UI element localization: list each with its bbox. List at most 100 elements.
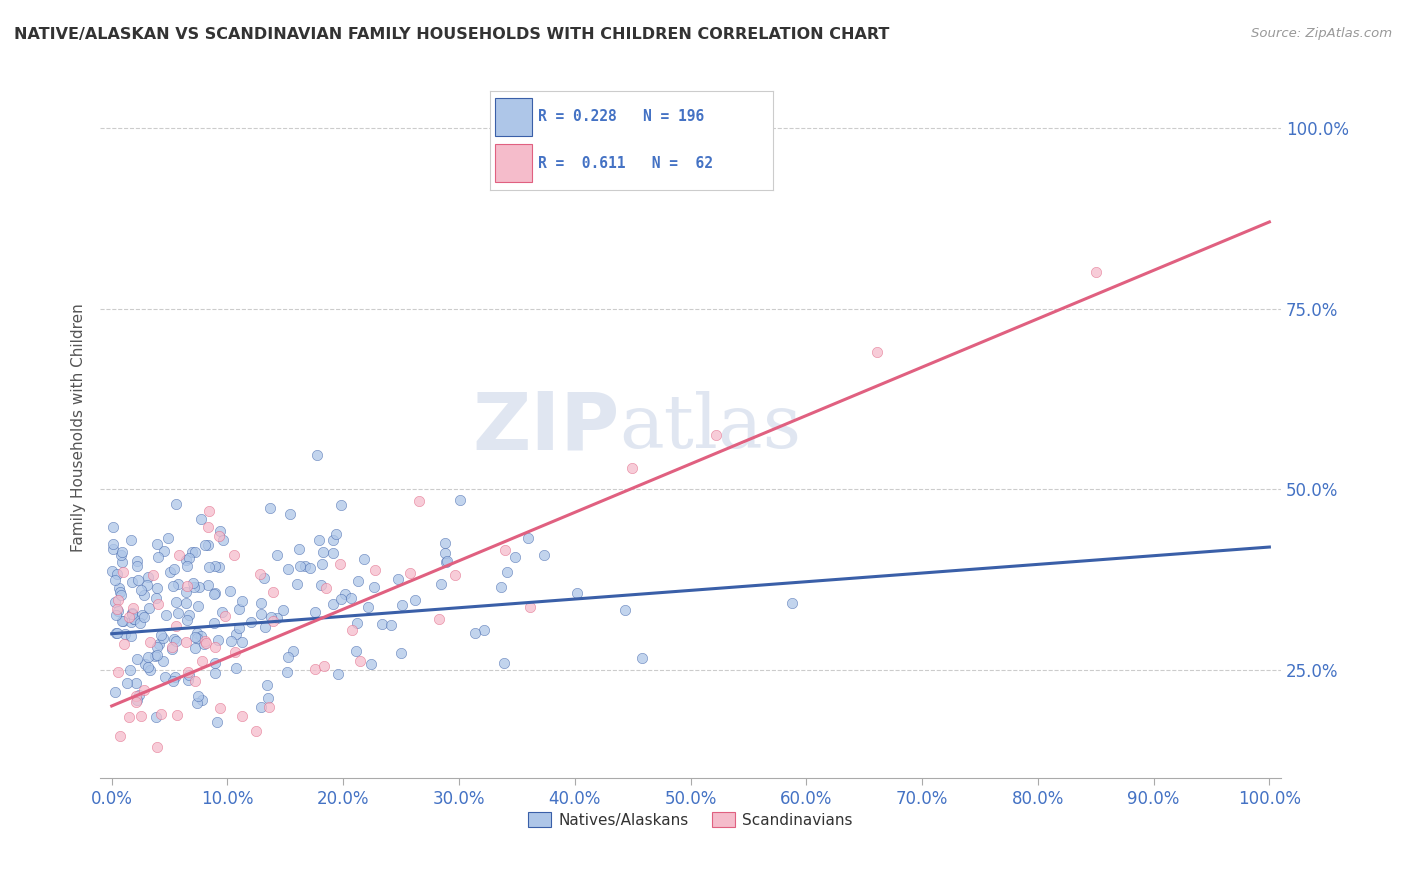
Point — [620, 460, 643, 475]
Point — [120, 533, 142, 548]
Point — [517, 531, 540, 545]
Point — [266, 548, 288, 562]
Point — [104, 573, 127, 587]
Point — [111, 780, 134, 795]
Point — [101, 520, 124, 534]
Point — [427, 612, 450, 626]
Point — [138, 600, 160, 615]
Point — [165, 497, 187, 511]
Point — [449, 493, 471, 508]
Point — [235, 787, 257, 801]
Point — [533, 548, 555, 562]
Point — [276, 665, 298, 679]
Point — [249, 699, 271, 714]
Point — [160, 642, 183, 657]
Point — [153, 544, 176, 558]
Point — [443, 567, 465, 582]
Point — [277, 562, 299, 576]
Point — [193, 637, 215, 651]
Point — [472, 623, 495, 637]
Point — [145, 581, 167, 595]
Point — [198, 504, 221, 518]
Point — [186, 697, 208, 711]
Point — [231, 635, 253, 649]
Point — [260, 610, 283, 624]
Point — [127, 573, 149, 587]
Point — [152, 631, 174, 645]
Point — [257, 699, 280, 714]
Point — [118, 610, 141, 624]
Point — [114, 626, 136, 640]
Text: atlas: atlas — [620, 392, 801, 465]
Point — [167, 548, 190, 562]
Point — [204, 558, 226, 573]
Point — [163, 562, 186, 576]
Point — [186, 626, 208, 640]
Point — [132, 610, 155, 624]
Point — [273, 603, 295, 617]
Point — [167, 576, 190, 591]
Point — [107, 604, 129, 618]
Text: ZIP: ZIP — [472, 389, 620, 467]
Point — [329, 498, 352, 512]
Point — [191, 654, 214, 668]
Point — [131, 709, 153, 723]
Point — [225, 627, 247, 641]
Point — [131, 583, 153, 598]
Point — [333, 587, 356, 601]
Y-axis label: Family Households with Children: Family Households with Children — [72, 303, 86, 552]
Point — [231, 709, 253, 723]
Point — [631, 650, 654, 665]
Point — [132, 682, 155, 697]
Point — [128, 616, 150, 631]
Point — [127, 558, 149, 573]
Point — [519, 600, 541, 615]
Point — [311, 557, 333, 571]
Point — [254, 620, 277, 634]
Point — [208, 524, 231, 539]
Point — [304, 606, 326, 620]
Point — [174, 595, 197, 609]
Point — [191, 693, 214, 707]
Point — [204, 656, 226, 670]
Point — [174, 635, 197, 649]
Point — [214, 609, 236, 624]
Point — [207, 714, 229, 729]
Point — [184, 640, 207, 655]
Point — [136, 577, 159, 591]
Point — [128, 689, 150, 703]
Point — [118, 663, 141, 677]
Point — [105, 607, 128, 622]
Point — [329, 557, 352, 571]
Point — [380, 618, 402, 632]
Point — [152, 655, 174, 669]
Point — [304, 662, 326, 676]
Point — [184, 674, 207, 689]
Point — [408, 494, 430, 508]
Point — [183, 580, 205, 594]
Point — [163, 632, 186, 646]
Point — [101, 542, 124, 557]
Point — [197, 519, 219, 533]
Point — [197, 560, 219, 574]
Point — [294, 559, 316, 574]
Point — [322, 545, 344, 559]
Point — [252, 571, 274, 585]
Point — [349, 654, 371, 668]
Point — [162, 674, 184, 689]
Point — [208, 560, 231, 574]
Point — [165, 619, 187, 633]
Point — [209, 701, 232, 715]
Point — [112, 637, 135, 651]
Point — [163, 670, 186, 684]
Point — [202, 616, 225, 631]
Point — [125, 695, 148, 709]
Point — [250, 607, 273, 622]
Point — [288, 541, 311, 556]
Point — [256, 678, 278, 692]
Point — [782, 596, 804, 610]
Point — [139, 635, 162, 649]
Point — [125, 651, 148, 665]
Point — [176, 559, 198, 574]
Point — [166, 708, 188, 723]
